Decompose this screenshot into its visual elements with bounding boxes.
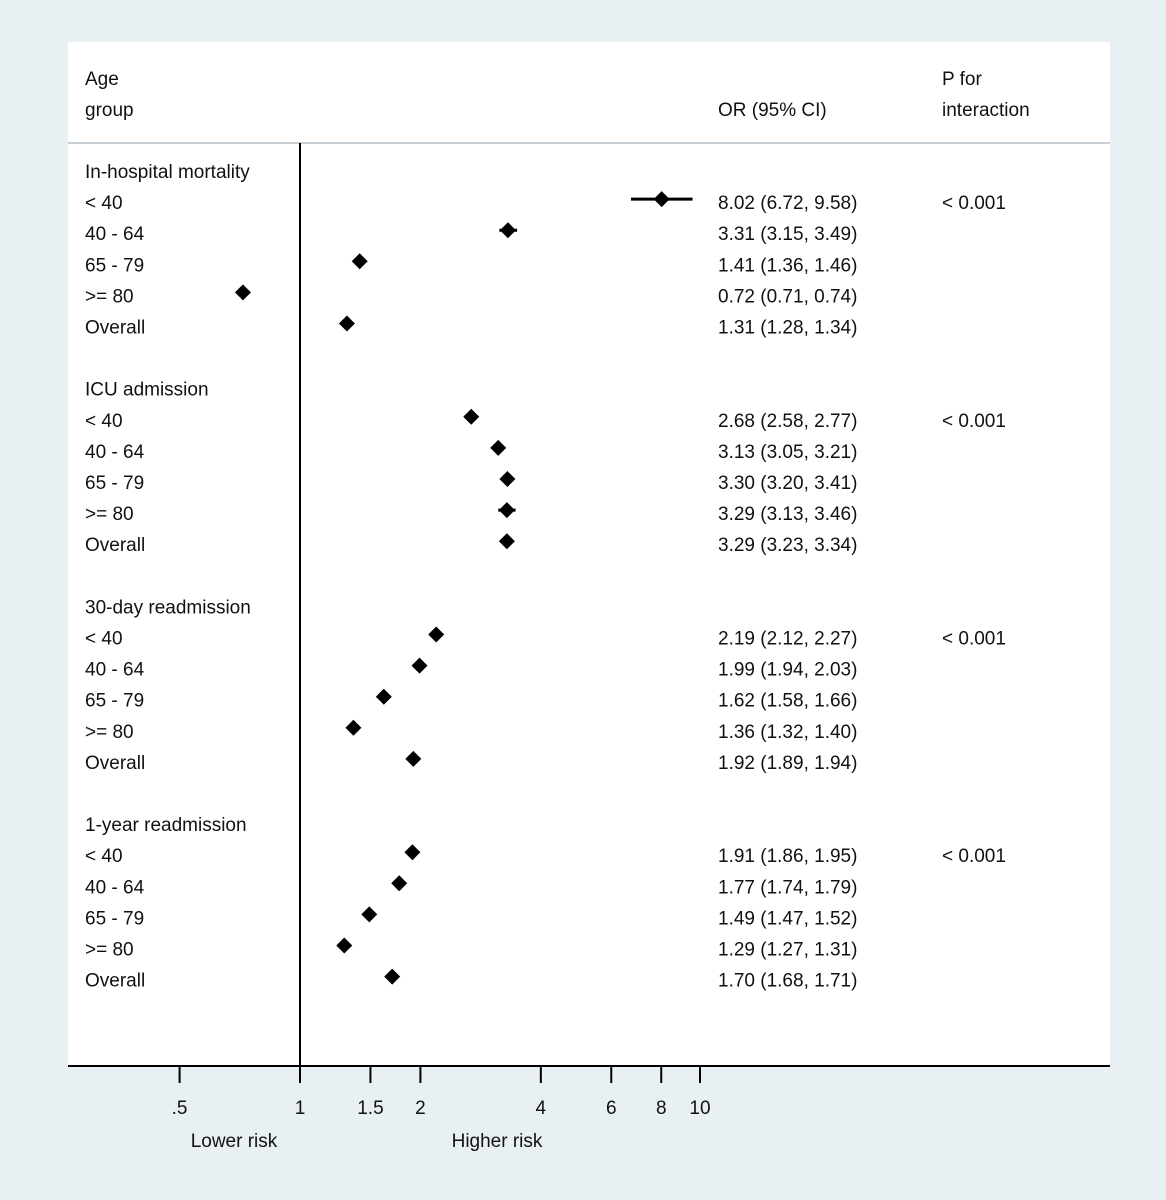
x-tick-label: 2: [415, 1098, 426, 1119]
higher-risk-label: Higher risk: [452, 1131, 543, 1152]
point-estimate-diamond: [405, 750, 422, 767]
point-estimate-diamond: [361, 906, 378, 923]
row-label: 40 - 64: [85, 877, 145, 898]
header-p-line2: interaction: [942, 100, 1030, 121]
group-title: In-hospital mortality: [85, 162, 250, 183]
row-label: 40 - 64: [85, 224, 145, 245]
or-ci-text: 2.19 (2.12, 2.27): [718, 629, 857, 650]
point-estimate-diamond: [345, 719, 362, 736]
or-ci-text: 1.36 (1.32, 1.40): [718, 722, 857, 743]
or-ci-text: 1.77 (1.74, 1.79): [718, 877, 857, 898]
or-ci-text: 3.13 (3.05, 3.21): [718, 442, 857, 463]
p-interaction: < 0.001: [942, 193, 1006, 214]
row-label: 65 - 79: [85, 691, 144, 712]
row-label: >= 80: [85, 286, 134, 307]
row-label: Overall: [85, 753, 145, 774]
group-title: ICU admission: [85, 380, 209, 401]
row-label: 40 - 64: [85, 660, 145, 681]
row-label: >= 80: [85, 722, 134, 743]
header-p-line1: P for: [942, 69, 982, 90]
or-ci-text: 1.91 (1.86, 1.95): [718, 846, 857, 867]
or-ci-text: 1.49 (1.47, 1.52): [718, 908, 857, 929]
group-title: 1-year readmission: [85, 815, 247, 836]
x-tick-label: 10: [689, 1098, 710, 1119]
x-tick-label: 6: [606, 1098, 617, 1119]
point-estimate-diamond: [463, 408, 480, 425]
or-ci-text: 1.99 (1.94, 2.03): [718, 660, 857, 681]
or-ci-text: 0.72 (0.71, 0.74): [718, 286, 857, 307]
point-estimate-diamond: [234, 284, 251, 301]
row-label: 40 - 64: [85, 442, 145, 463]
or-ci-text: 2.68 (2.58, 2.77): [718, 411, 857, 432]
point-estimate-diamond: [404, 844, 421, 861]
row-label: Overall: [85, 535, 145, 556]
x-tick-label: 1.5: [357, 1098, 383, 1119]
x-tick-label: .5: [172, 1098, 188, 1119]
point-estimate-diamond: [498, 533, 515, 550]
row-label: 65 - 79: [85, 255, 144, 276]
or-ci-text: 1.92 (1.89, 1.94): [718, 753, 857, 774]
row-label: >= 80: [85, 504, 134, 525]
point-estimate-diamond: [338, 315, 355, 332]
or-ci-text: 1.41 (1.36, 1.46): [718, 255, 857, 276]
or-ci-text: 3.29 (3.13, 3.46): [718, 504, 857, 525]
point-estimate-diamond: [351, 253, 368, 270]
row-label: Overall: [85, 318, 145, 339]
group-title: 30-day readmission: [85, 597, 251, 618]
or-ci-text: 8.02 (6.72, 9.58): [718, 193, 857, 214]
point-estimate-diamond: [498, 502, 515, 519]
point-estimate-diamond: [653, 191, 670, 208]
or-ci-text: 3.29 (3.23, 3.34): [718, 535, 857, 556]
point-estimate-diamond: [428, 626, 445, 643]
row-label: < 40: [85, 193, 123, 214]
point-estimate-diamond: [490, 439, 507, 456]
or-ci-text: 1.62 (1.58, 1.66): [718, 691, 857, 712]
row-label: Overall: [85, 971, 145, 992]
row-label: >= 80: [85, 940, 134, 961]
plot-panel: [68, 42, 1110, 1066]
point-estimate-diamond: [391, 875, 408, 892]
x-tick-label: 1: [295, 1098, 306, 1119]
row-label: 65 - 79: [85, 908, 144, 929]
or-ci-text: 3.31 (3.15, 3.49): [718, 224, 857, 245]
point-estimate-diamond: [499, 222, 516, 239]
row-label: 65 - 79: [85, 473, 144, 494]
p-interaction: < 0.001: [942, 846, 1006, 867]
x-tick-label: 8: [656, 1098, 667, 1119]
header-label-line2: group: [85, 100, 134, 121]
row-label: < 40: [85, 629, 123, 650]
header-label-line1: Age: [85, 69, 119, 90]
lower-risk-label: Lower risk: [191, 1131, 278, 1152]
or-ci-text: 1.29 (1.27, 1.31): [718, 940, 857, 961]
point-estimate-diamond: [499, 471, 516, 487]
x-tick-label: 4: [536, 1098, 547, 1119]
point-estimate-diamond: [411, 657, 428, 674]
header-or: OR (95% CI): [718, 100, 827, 121]
p-interaction: < 0.001: [942, 411, 1006, 432]
or-ci-text: 3.30 (3.20, 3.41): [718, 473, 857, 494]
or-ci-text: 1.70 (1.68, 1.71): [718, 971, 857, 992]
row-label: < 40: [85, 411, 123, 432]
p-interaction: < 0.001: [942, 629, 1006, 650]
row-label: < 40: [85, 846, 123, 867]
point-estimate-diamond: [384, 968, 401, 985]
point-estimate-diamond: [375, 688, 392, 705]
or-ci-text: 1.31 (1.28, 1.34): [718, 318, 857, 339]
point-estimate-diamond: [336, 937, 353, 954]
